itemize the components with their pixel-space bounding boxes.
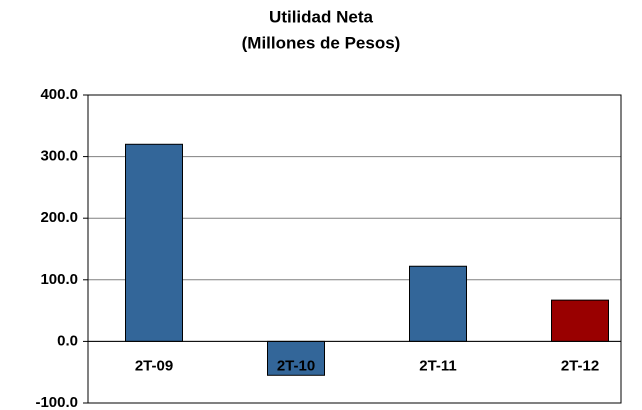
chart-title: Utilidad Neta [269, 7, 373, 26]
y-tick-label: 100.0 [40, 271, 78, 288]
y-tick-label: 0.0 [57, 332, 78, 349]
chart-subtitle: (Millones de Pesos) [242, 33, 401, 52]
bar [125, 143, 183, 342]
bar [551, 299, 609, 342]
x-tick-label: 2T-09 [135, 357, 173, 374]
y-tick-label: -100.0 [35, 394, 78, 410]
y-tick-label: 200.0 [40, 209, 78, 226]
y-tick-label: 300.0 [40, 148, 78, 165]
y-tick-label: 400.0 [40, 86, 78, 103]
x-tick-label: 2T-11 [419, 357, 457, 374]
bar [267, 340, 325, 376]
x-tick-label: 2T-12 [561, 357, 599, 374]
bar [409, 265, 467, 342]
plot-border [87, 94, 622, 404]
x-tick-label: 2T-10 [277, 357, 315, 374]
